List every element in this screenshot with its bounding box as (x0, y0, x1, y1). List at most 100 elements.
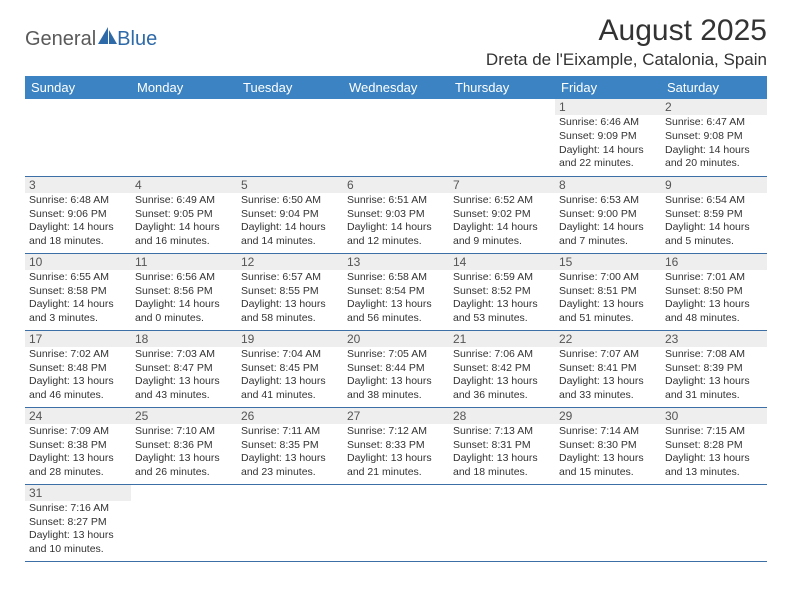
day-number: 4 (131, 177, 237, 193)
calendar-cell: 30Sunrise: 7:15 AMSunset: 8:28 PMDayligh… (661, 407, 767, 484)
calendar-cell: 31Sunrise: 7:16 AMSunset: 8:27 PMDayligh… (25, 484, 131, 561)
daylight-l2: and 38 minutes. (347, 389, 445, 403)
sunrise: Sunrise: 7:02 AM (29, 348, 127, 362)
sunrise: Sunrise: 7:10 AM (135, 425, 233, 439)
day-data: Sunrise: 6:49 AMSunset: 9:05 PMDaylight:… (131, 193, 237, 251)
sunset: Sunset: 8:35 PM (241, 439, 339, 453)
sunset: Sunset: 9:05 PM (135, 208, 233, 222)
calendar-cell (449, 484, 555, 561)
day-data: Sunrise: 6:48 AMSunset: 9:06 PMDaylight:… (25, 193, 131, 251)
day-data: Sunrise: 6:46 AMSunset: 9:09 PMDaylight:… (555, 115, 661, 173)
day-header: Saturday (661, 76, 767, 99)
sunrise: Sunrise: 7:04 AM (241, 348, 339, 362)
calendar-cell: 20Sunrise: 7:05 AMSunset: 8:44 PMDayligh… (343, 330, 449, 407)
sunset: Sunset: 8:51 PM (559, 285, 657, 299)
calendar-cell: 15Sunrise: 7:00 AMSunset: 8:51 PMDayligh… (555, 253, 661, 330)
daylight-l2: and 28 minutes. (29, 466, 127, 480)
calendar-cell: 24Sunrise: 7:09 AMSunset: 8:38 PMDayligh… (25, 407, 131, 484)
daylight-l2: and 16 minutes. (135, 235, 233, 249)
sunset: Sunset: 8:28 PM (665, 439, 763, 453)
day-number: 29 (555, 408, 661, 424)
calendar-cell: 9Sunrise: 6:54 AMSunset: 8:59 PMDaylight… (661, 176, 767, 253)
sunset: Sunset: 8:59 PM (665, 208, 763, 222)
daylight-l2: and 26 minutes. (135, 466, 233, 480)
month-title: August 2025 (486, 14, 767, 48)
day-number: 23 (661, 331, 767, 347)
daylight-l2: and 56 minutes. (347, 312, 445, 326)
calendar-cell: 1Sunrise: 6:46 AMSunset: 9:09 PMDaylight… (555, 99, 661, 176)
calendar-cell: 27Sunrise: 7:12 AMSunset: 8:33 PMDayligh… (343, 407, 449, 484)
day-number: 16 (661, 254, 767, 270)
day-data: Sunrise: 6:56 AMSunset: 8:56 PMDaylight:… (131, 270, 237, 328)
calendar-cell (555, 484, 661, 561)
calendar-row: 24Sunrise: 7:09 AMSunset: 8:38 PMDayligh… (25, 407, 767, 484)
sunrise: Sunrise: 6:57 AM (241, 271, 339, 285)
daylight-l2: and 58 minutes. (241, 312, 339, 326)
day-data: Sunrise: 7:09 AMSunset: 8:38 PMDaylight:… (25, 424, 131, 482)
day-data: Sunrise: 6:50 AMSunset: 9:04 PMDaylight:… (237, 193, 343, 251)
daylight-l1: Daylight: 13 hours (559, 375, 657, 389)
logo-sail-icon (97, 26, 119, 52)
daylight-l2: and 18 minutes. (453, 466, 551, 480)
sunset: Sunset: 8:58 PM (29, 285, 127, 299)
sunset: Sunset: 8:55 PM (241, 285, 339, 299)
daylight-l2: and 18 minutes. (29, 235, 127, 249)
sunset: Sunset: 8:30 PM (559, 439, 657, 453)
day-header: Tuesday (237, 76, 343, 99)
daylight-l1: Daylight: 13 hours (665, 298, 763, 312)
sunrise: Sunrise: 6:54 AM (665, 194, 763, 208)
day-number: 1 (555, 99, 661, 115)
sunset: Sunset: 8:39 PM (665, 362, 763, 376)
daylight-l1: Daylight: 13 hours (453, 298, 551, 312)
daylight-l1: Daylight: 14 hours (29, 221, 127, 235)
sunrise: Sunrise: 6:48 AM (29, 194, 127, 208)
calendar-cell: 13Sunrise: 6:58 AMSunset: 8:54 PMDayligh… (343, 253, 449, 330)
day-data: Sunrise: 6:58 AMSunset: 8:54 PMDaylight:… (343, 270, 449, 328)
sunrise: Sunrise: 6:56 AM (135, 271, 233, 285)
day-data: Sunrise: 6:47 AMSunset: 9:08 PMDaylight:… (661, 115, 767, 173)
sunset: Sunset: 8:47 PM (135, 362, 233, 376)
daylight-l1: Daylight: 14 hours (453, 221, 551, 235)
daylight-l1: Daylight: 14 hours (135, 221, 233, 235)
location: Dreta de l'Eixample, Catalonia, Spain (486, 50, 767, 70)
day-data: Sunrise: 7:08 AMSunset: 8:39 PMDaylight:… (661, 347, 767, 405)
calendar-row: 1Sunrise: 6:46 AMSunset: 9:09 PMDaylight… (25, 99, 767, 176)
sunrise: Sunrise: 6:51 AM (347, 194, 445, 208)
daylight-l1: Daylight: 14 hours (29, 298, 127, 312)
day-number: 2 (661, 99, 767, 115)
day-data: Sunrise: 7:06 AMSunset: 8:42 PMDaylight:… (449, 347, 555, 405)
day-data: Sunrise: 7:04 AMSunset: 8:45 PMDaylight:… (237, 347, 343, 405)
calendar-row: 17Sunrise: 7:02 AMSunset: 8:48 PMDayligh… (25, 330, 767, 407)
day-data: Sunrise: 7:01 AMSunset: 8:50 PMDaylight:… (661, 270, 767, 328)
sunset: Sunset: 8:50 PM (665, 285, 763, 299)
sunrise: Sunrise: 6:55 AM (29, 271, 127, 285)
daylight-l1: Daylight: 13 hours (453, 375, 551, 389)
sunset: Sunset: 9:08 PM (665, 130, 763, 144)
daylight-l1: Daylight: 14 hours (559, 221, 657, 235)
calendar-cell: 5Sunrise: 6:50 AMSunset: 9:04 PMDaylight… (237, 176, 343, 253)
day-number: 25 (131, 408, 237, 424)
sunset: Sunset: 8:42 PM (453, 362, 551, 376)
daylight-l2: and 36 minutes. (453, 389, 551, 403)
day-data: Sunrise: 6:53 AMSunset: 9:00 PMDaylight:… (555, 193, 661, 251)
calendar-cell: 28Sunrise: 7:13 AMSunset: 8:31 PMDayligh… (449, 407, 555, 484)
day-data: Sunrise: 6:55 AMSunset: 8:58 PMDaylight:… (25, 270, 131, 328)
day-number: 12 (237, 254, 343, 270)
day-number: 24 (25, 408, 131, 424)
day-number: 19 (237, 331, 343, 347)
calendar-cell: 26Sunrise: 7:11 AMSunset: 8:35 PMDayligh… (237, 407, 343, 484)
calendar-cell: 6Sunrise: 6:51 AMSunset: 9:03 PMDaylight… (343, 176, 449, 253)
day-number: 9 (661, 177, 767, 193)
daylight-l2: and 41 minutes. (241, 389, 339, 403)
day-data: Sunrise: 7:02 AMSunset: 8:48 PMDaylight:… (25, 347, 131, 405)
sunset: Sunset: 8:41 PM (559, 362, 657, 376)
calendar-cell: 8Sunrise: 6:53 AMSunset: 9:00 PMDaylight… (555, 176, 661, 253)
sunrise: Sunrise: 7:07 AM (559, 348, 657, 362)
daylight-l2: and 20 minutes. (665, 157, 763, 171)
sunrise: Sunrise: 6:52 AM (453, 194, 551, 208)
sunrise: Sunrise: 7:03 AM (135, 348, 233, 362)
calendar-cell: 23Sunrise: 7:08 AMSunset: 8:39 PMDayligh… (661, 330, 767, 407)
sunset: Sunset: 8:44 PM (347, 362, 445, 376)
day-data: Sunrise: 6:57 AMSunset: 8:55 PMDaylight:… (237, 270, 343, 328)
day-data: Sunrise: 7:05 AMSunset: 8:44 PMDaylight:… (343, 347, 449, 405)
